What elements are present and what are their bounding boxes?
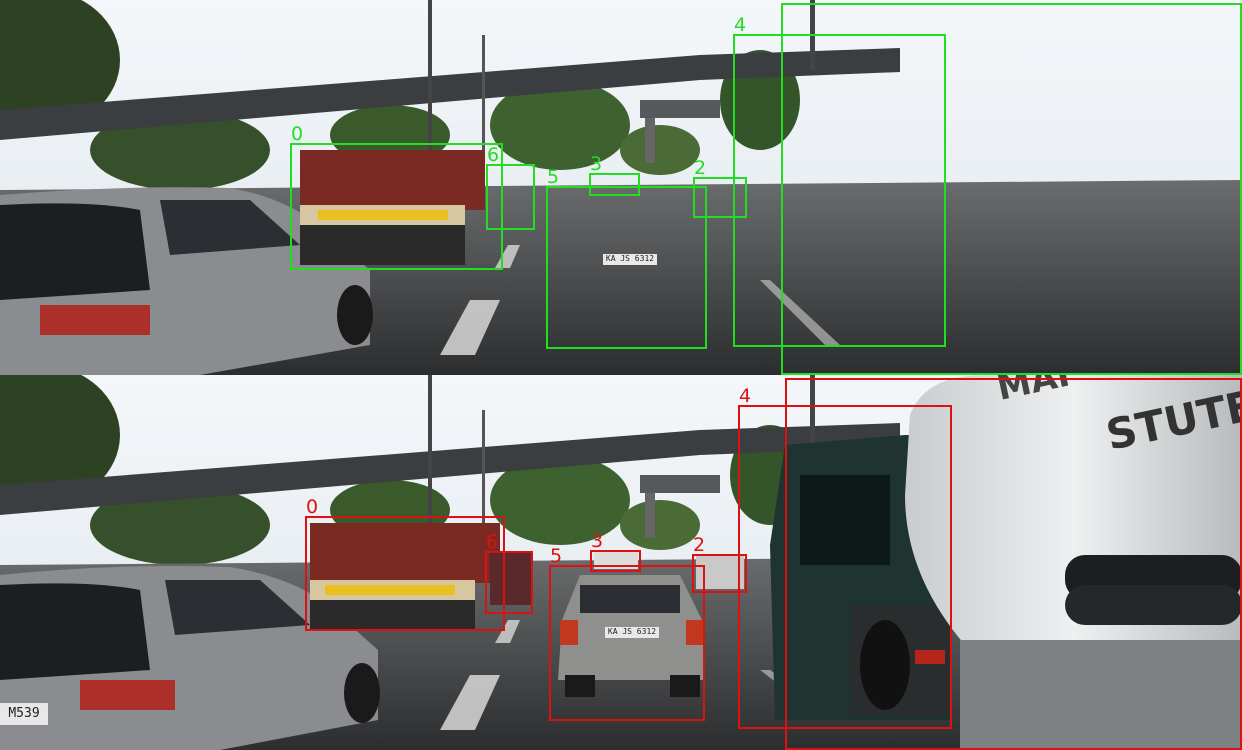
bounding-box (546, 186, 707, 349)
bounding-box (733, 34, 946, 347)
detection-panel-bottom: STUTEN MAI KA JS 6312 M539 0 6 5 3 2 4 (0, 375, 1242, 750)
box-label: 2 (693, 534, 706, 556)
street-scene-photo (0, 0, 1242, 375)
box-label: 0 (306, 496, 319, 518)
bounding-box (305, 516, 505, 631)
box-label: 5 (547, 166, 560, 188)
license-plate: KA JS 6312 (605, 627, 659, 638)
bounding-box (781, 3, 1242, 375)
bounding-box (290, 143, 503, 270)
bounding-box (589, 173, 640, 196)
box-label: 6 (486, 531, 499, 553)
license-plate: M539 (0, 705, 48, 723)
bounding-box (693, 177, 747, 218)
box-label: 3 (590, 153, 603, 175)
detection-boxes-top: 0 6 5 3 2 4 (290, 3, 1242, 375)
bounding-box (486, 164, 535, 230)
bounding-box (738, 405, 952, 729)
detection-boxes-bottom: 0 6 5 3 2 4 (0, 375, 1242, 750)
box-label: 3 (591, 530, 604, 552)
box-label: 0 (291, 123, 304, 145)
detection-panel-top: STUTEN MAI KA JS 6312 0 6 5 3 2 4 (0, 0, 1242, 375)
bounding-box (692, 554, 747, 593)
bounding-box (785, 378, 1242, 750)
bounding-box (549, 565, 705, 721)
bounding-box (590, 550, 641, 572)
license-plate: KA JS 6312 (603, 254, 657, 265)
box-label: 2 (694, 157, 707, 179)
box-label: 4 (739, 385, 752, 407)
box-label: 5 (550, 545, 563, 567)
bounding-box (485, 551, 533, 614)
box-label: 6 (487, 144, 500, 166)
box-label: 4 (734, 14, 747, 36)
street-scene-photo: STUTEN MAI (0, 375, 1242, 750)
